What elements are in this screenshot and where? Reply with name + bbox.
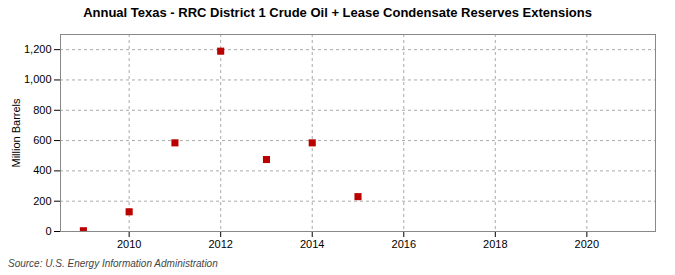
svg-text:2012: 2012 [208,238,232,250]
svg-text:2010: 2010 [117,238,141,250]
svg-text:2014: 2014 [300,238,324,250]
svg-text:400: 400 [33,164,51,176]
svg-text:0: 0 [45,225,51,237]
html-text:Annual Texas - RRC District 1: Annual Texas - RRC District 1 Crude Oil … [83,5,592,20]
svg-text:800: 800 [33,104,51,116]
svg-text:1,200: 1,200 [24,43,52,55]
svg-text:1,000: 1,000 [24,73,52,85]
svg-text:600: 600 [33,134,51,146]
svg-text:2018: 2018 [483,238,507,250]
svg-text:200: 200 [33,195,51,207]
svg-text:2016: 2016 [392,238,416,250]
svg-text:2020: 2020 [575,238,599,250]
svg-text:Million Barrels: Million Barrels [10,98,22,168]
html-text:Source: U.S. Energy Informatio: Source: U.S. Energy Information Administ… [8,258,218,269]
